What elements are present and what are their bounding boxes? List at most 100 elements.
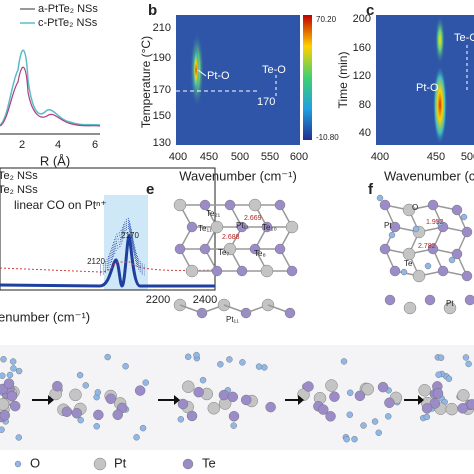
- pt-atom: [361, 383, 374, 396]
- o-atom: [376, 194, 384, 202]
- te-atom: [429, 398, 441, 409]
- legend-label: c-PtTe₂ NSs: [38, 17, 98, 29]
- tick-label: 400: [169, 151, 187, 163]
- tick-label: 450: [427, 151, 445, 163]
- pt-atom: [248, 198, 262, 212]
- arrow-head: [418, 395, 424, 405]
- annotation: linear CO on Ptⁿ⁺: [14, 198, 107, 212]
- te-atom: [325, 411, 336, 422]
- distance-label: 2.688: [222, 234, 240, 241]
- atom-label: Pt₁₁: [226, 315, 239, 324]
- te-atom: [236, 265, 248, 277]
- tick-label: 40: [359, 127, 371, 139]
- tick-label: 80: [359, 99, 371, 111]
- o-atom: [423, 413, 431, 421]
- o-atom: [465, 360, 472, 368]
- legend-label: Te: [202, 455, 216, 470]
- atom-label: Pt₁₁: [236, 221, 249, 230]
- o-atom: [104, 353, 111, 361]
- atom-label: Te: [404, 259, 413, 268]
- te-atom: [112, 409, 123, 420]
- te-atom: [241, 394, 252, 406]
- o-atom: [177, 416, 185, 423]
- decorations: [0, 8, 474, 471]
- legend-label: Te₂ NSs: [0, 184, 38, 196]
- spectrum: [0, 233, 215, 288]
- o-atom: [76, 371, 84, 379]
- pt-atom: [285, 220, 299, 234]
- o-atom: [10, 365, 17, 372]
- pt-atom: [418, 384, 431, 397]
- te-atom: [457, 403, 468, 414]
- te-atom: [421, 403, 433, 414]
- te-atom: [451, 248, 463, 260]
- pt-atom: [445, 402, 458, 416]
- spectrum: [99, 221, 146, 270]
- te-atom: [227, 391, 239, 403]
- axis-label: Wavenumber (c: [384, 168, 474, 183]
- distance-label: 2.782: [418, 243, 436, 250]
- o-atom: [346, 411, 353, 418]
- axis-label: Wavenumber (cm⁻¹): [179, 168, 297, 183]
- pt-atom: [69, 388, 82, 402]
- te-atom: [177, 398, 189, 410]
- arrow-head: [298, 395, 304, 405]
- te-atom: [379, 199, 391, 211]
- legend-label: O: [30, 455, 40, 470]
- te-atom: [466, 399, 474, 410]
- o-atom: [139, 424, 147, 432]
- te-atom: [6, 390, 18, 402]
- pt-atom: [0, 398, 10, 411]
- te-atom: [274, 199, 286, 211]
- annotation: 170: [257, 96, 275, 108]
- pt-atom: [443, 301, 457, 315]
- panel-label: b: [148, 2, 157, 19]
- pt-atom: [402, 247, 416, 261]
- tick-label: 500: [231, 151, 249, 163]
- tick-label: 130: [153, 137, 171, 149]
- o-atom: [82, 382, 89, 389]
- pt-atom: [402, 203, 416, 217]
- te-atom: [354, 390, 366, 402]
- o-atom: [193, 351, 200, 359]
- te-atom: [193, 386, 204, 398]
- o-atom: [371, 418, 379, 425]
- o-atom: [448, 256, 456, 264]
- o-atom: [226, 356, 233, 363]
- colorbar: [303, 15, 312, 140]
- o-atom: [9, 358, 17, 365]
- o-atom: [217, 361, 224, 368]
- te-atom: [451, 204, 463, 216]
- te-atom: [186, 221, 198, 233]
- distance-label: 1.952: [426, 219, 444, 226]
- tick-label: 190: [153, 52, 171, 64]
- te-atom: [218, 389, 230, 401]
- tick-label: 550: [261, 151, 279, 163]
- te-atom: [284, 307, 296, 319]
- o-atom: [15, 367, 23, 375]
- o-atom: [255, 363, 263, 370]
- te-atom: [249, 243, 261, 255]
- te-atom: [432, 388, 444, 399]
- curve: [0, 66, 101, 127]
- tick-label: 4: [55, 139, 61, 151]
- o-atom: [0, 356, 7, 363]
- te-atom: [427, 199, 439, 211]
- te-atom: [377, 381, 389, 393]
- o-atom: [437, 354, 445, 361]
- o-atom: [122, 363, 129, 370]
- te-atom: [52, 380, 63, 392]
- pt-atom: [207, 402, 220, 415]
- te-atom: [0, 410, 10, 421]
- o-atom: [6, 371, 14, 379]
- pt-atom: [210, 220, 224, 234]
- o-atom: [93, 423, 100, 430]
- te-atom: [329, 391, 340, 402]
- legend-label: Pt: [114, 455, 127, 470]
- annotation: Te-C: [454, 32, 474, 44]
- pt-atom: [182, 380, 195, 393]
- tick-label: 600: [290, 151, 308, 163]
- te-atom: [224, 199, 236, 211]
- te-atom: [182, 458, 194, 470]
- spectrum: [99, 223, 146, 272]
